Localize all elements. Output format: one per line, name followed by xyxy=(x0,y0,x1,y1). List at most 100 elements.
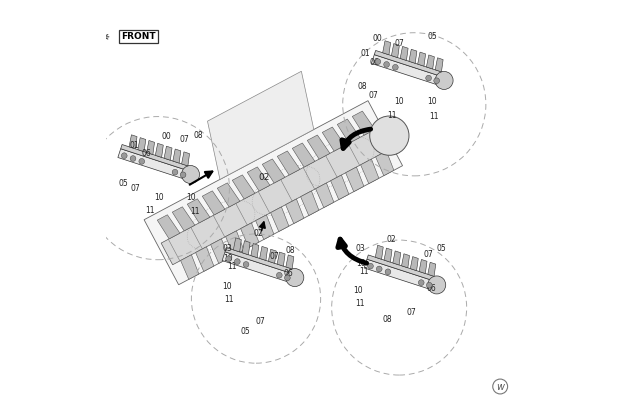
Polygon shape xyxy=(164,146,172,160)
Text: 11: 11 xyxy=(224,295,234,304)
Text: 07: 07 xyxy=(255,317,265,326)
Text: 10: 10 xyxy=(187,193,196,202)
Circle shape xyxy=(370,116,409,155)
Text: 05: 05 xyxy=(436,244,446,253)
Polygon shape xyxy=(226,231,244,256)
Text: 11: 11 xyxy=(429,112,438,121)
Polygon shape xyxy=(316,183,334,208)
Text: 02: 02 xyxy=(259,173,270,182)
Polygon shape xyxy=(376,151,394,176)
Text: 07: 07 xyxy=(270,252,279,261)
Circle shape xyxy=(435,72,453,90)
Text: 10: 10 xyxy=(154,193,164,202)
Text: 06: 06 xyxy=(283,269,293,278)
FancyArrowPatch shape xyxy=(342,129,371,148)
Polygon shape xyxy=(172,207,195,231)
Polygon shape xyxy=(222,252,295,283)
Polygon shape xyxy=(241,223,259,247)
Polygon shape xyxy=(383,41,391,55)
Polygon shape xyxy=(157,215,180,239)
Text: 10: 10 xyxy=(353,286,363,295)
Polygon shape xyxy=(361,159,379,184)
Circle shape xyxy=(182,166,200,184)
Text: 05: 05 xyxy=(118,179,128,188)
Text: w: w xyxy=(496,382,504,391)
Polygon shape xyxy=(180,255,199,279)
Polygon shape xyxy=(232,175,255,199)
Text: 10: 10 xyxy=(223,254,233,263)
Polygon shape xyxy=(286,199,304,224)
Polygon shape xyxy=(211,239,229,263)
Circle shape xyxy=(368,263,373,269)
Text: 01: 01 xyxy=(130,141,139,150)
Circle shape xyxy=(234,259,240,265)
Polygon shape xyxy=(187,199,210,223)
Text: 08: 08 xyxy=(358,82,367,91)
Text: 02: 02 xyxy=(386,235,396,244)
Polygon shape xyxy=(364,259,437,291)
Text: 11: 11 xyxy=(387,111,397,120)
Text: 11: 11 xyxy=(359,267,369,276)
Polygon shape xyxy=(375,245,383,259)
Polygon shape xyxy=(233,238,241,252)
Circle shape xyxy=(139,159,144,164)
Polygon shape xyxy=(270,207,289,231)
Polygon shape xyxy=(118,149,191,180)
Polygon shape xyxy=(410,256,418,271)
Text: 06: 06 xyxy=(370,58,379,67)
Polygon shape xyxy=(225,247,296,274)
Text: FRONT: FRONT xyxy=(121,32,156,41)
Polygon shape xyxy=(308,135,330,159)
Circle shape xyxy=(427,282,432,288)
Circle shape xyxy=(428,276,446,294)
Polygon shape xyxy=(251,243,259,258)
Polygon shape xyxy=(129,135,137,149)
Text: 08: 08 xyxy=(383,315,392,324)
Polygon shape xyxy=(427,55,435,69)
Text: 10: 10 xyxy=(427,97,436,106)
Text: 03: 03 xyxy=(223,244,232,253)
Polygon shape xyxy=(384,248,392,262)
Polygon shape xyxy=(435,58,443,72)
Polygon shape xyxy=(418,52,425,66)
Polygon shape xyxy=(292,143,315,167)
Polygon shape xyxy=(400,46,408,61)
Polygon shape xyxy=(195,247,214,272)
Polygon shape xyxy=(208,71,314,180)
Circle shape xyxy=(418,280,424,285)
Circle shape xyxy=(172,169,178,175)
Text: 07: 07 xyxy=(394,39,404,48)
Text: 11: 11 xyxy=(145,206,154,215)
Polygon shape xyxy=(419,259,427,274)
Text: 05: 05 xyxy=(241,327,250,336)
Circle shape xyxy=(277,272,282,278)
Polygon shape xyxy=(371,55,445,86)
Polygon shape xyxy=(268,249,277,263)
Circle shape xyxy=(122,153,127,159)
Polygon shape xyxy=(402,254,409,268)
Polygon shape xyxy=(146,140,154,155)
Circle shape xyxy=(375,59,381,65)
Text: 07: 07 xyxy=(407,308,416,317)
Circle shape xyxy=(243,262,249,267)
Text: 10: 10 xyxy=(356,259,366,268)
Polygon shape xyxy=(173,149,181,163)
Polygon shape xyxy=(156,143,163,157)
FancyArrowPatch shape xyxy=(104,35,109,39)
Polygon shape xyxy=(217,183,240,207)
Circle shape xyxy=(130,156,136,162)
Circle shape xyxy=(392,65,398,70)
Circle shape xyxy=(385,269,391,275)
Polygon shape xyxy=(255,215,274,240)
Text: 06: 06 xyxy=(426,284,436,293)
Text: 10: 10 xyxy=(223,282,232,291)
Text: 08: 08 xyxy=(194,131,203,140)
Text: 01: 01 xyxy=(361,49,370,58)
Text: 11: 11 xyxy=(227,262,236,271)
Polygon shape xyxy=(161,128,389,265)
Text: 10: 10 xyxy=(394,97,404,106)
Polygon shape xyxy=(393,251,401,265)
Text: 05: 05 xyxy=(428,32,438,41)
Polygon shape xyxy=(345,167,364,192)
Text: 11: 11 xyxy=(355,299,365,308)
